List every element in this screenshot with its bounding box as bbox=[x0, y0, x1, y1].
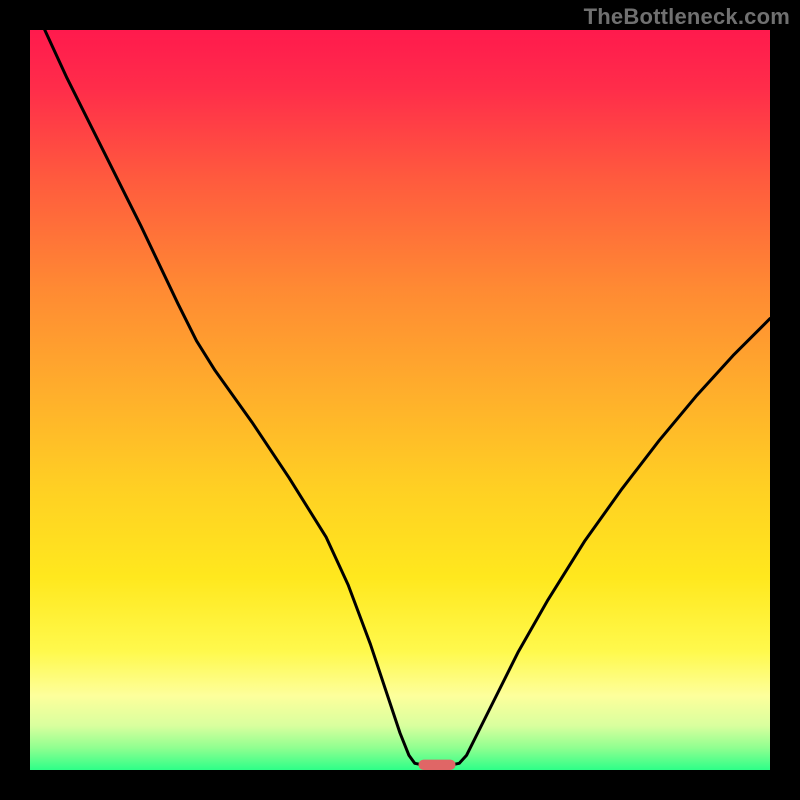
chart-background bbox=[30, 30, 770, 770]
bottleneck-chart: TheBottleneck.com bbox=[0, 0, 800, 800]
watermark-text: TheBottleneck.com bbox=[584, 4, 790, 30]
optimal-marker bbox=[419, 760, 456, 770]
chart-svg bbox=[0, 0, 800, 800]
